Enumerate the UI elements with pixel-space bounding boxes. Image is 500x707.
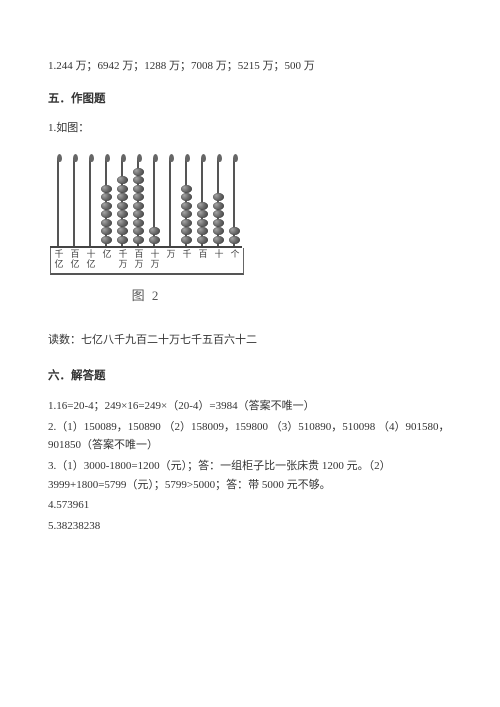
section-6-answers: 1.16=20-4；249×16=249×（20-4）=3984（答案不唯一） … [48,397,452,536]
bead [133,219,144,227]
bead [197,210,208,218]
abacus-column [67,244,81,246]
bead [133,227,144,235]
answer-line-1: 1.244 万；6942 万；1288 万；7008 万；5215 万；500 … [48,57,452,76]
bead [181,202,192,210]
abacus-column [51,244,65,246]
bead [133,185,144,193]
bead [117,219,128,227]
bead [133,236,144,244]
place-label: 万 [164,248,178,273]
bead [197,219,208,227]
reading-answer: 读数：七亿八千九百二十万七千五百六十二 [48,331,452,350]
bead [101,202,112,210]
bead [133,210,144,218]
abacus-body [50,150,242,248]
bead [117,185,128,193]
bead [213,227,224,235]
abacus-column [195,201,209,246]
bead [229,236,240,244]
abacus-labels: 千亿百亿十亿亿千万百万十万万千百十个 [50,248,244,275]
bead [133,193,144,201]
answer-6-1: 1.16=20-4；249×16=249×（20-4）=3984（答案不唯一） [48,397,452,416]
bead [133,202,144,210]
answer-6-4: 4.573961 [48,496,452,515]
place-label: 个 [228,248,242,273]
bead [101,193,112,201]
bead [117,236,128,244]
bead [181,219,192,227]
bead [149,236,160,244]
bead [197,202,208,210]
bead [101,227,112,235]
bead [117,202,128,210]
abacus-column [115,176,129,246]
place-label: 亿 [100,248,114,273]
abacus-column [99,184,113,246]
abacus-figure: 千亿百亿十亿亿千万百万十万万千百十个 图 2 [50,150,452,307]
answer-6-5: 5.38238238 [48,517,452,536]
bead [213,193,224,201]
abacus-column [227,227,241,246]
bead [101,219,112,227]
bead [181,236,192,244]
abacus-column [163,244,177,246]
bead [117,193,128,201]
place-label: 千万 [116,248,130,273]
place-label: 百亿 [68,248,82,273]
s5-question-1: 1.如图： [48,119,452,138]
answer-6-3: 3.（1）3000-1800=1200（元）；答：一组柜子比一张床贵 1200 … [48,457,452,494]
bead [197,236,208,244]
abacus-column [211,193,225,246]
bead [117,227,128,235]
bead [117,176,128,184]
bead [133,168,144,176]
bead [101,236,112,244]
bead [197,227,208,235]
bead [213,210,224,218]
abacus-column [83,244,97,246]
place-label: 百 [196,248,210,273]
place-label: 百万 [132,248,146,273]
bead [181,210,192,218]
figure-caption: 图 2 [50,285,242,307]
abacus-column [179,184,193,246]
bead [101,210,112,218]
abacus-column [147,227,161,246]
section-5-title: 五．作图题 [48,90,452,110]
place-label: 千 [180,248,194,273]
bead [181,227,192,235]
abacus-column [131,167,145,246]
answer-6-2: 2.（1）150089，150890 （2）158009，159800 （3）5… [48,418,452,455]
bead [181,185,192,193]
place-label: 十 [212,248,226,273]
bead [213,219,224,227]
bead [229,227,240,235]
bead [117,210,128,218]
place-label: 十亿 [84,248,98,273]
bead [213,202,224,210]
bead [101,185,112,193]
section-6-title: 六．解答题 [48,367,452,387]
bead [149,227,160,235]
place-label: 千亿 [52,248,66,273]
bead [213,236,224,244]
place-label: 十万 [148,248,162,273]
bead [133,176,144,184]
bead [181,193,192,201]
